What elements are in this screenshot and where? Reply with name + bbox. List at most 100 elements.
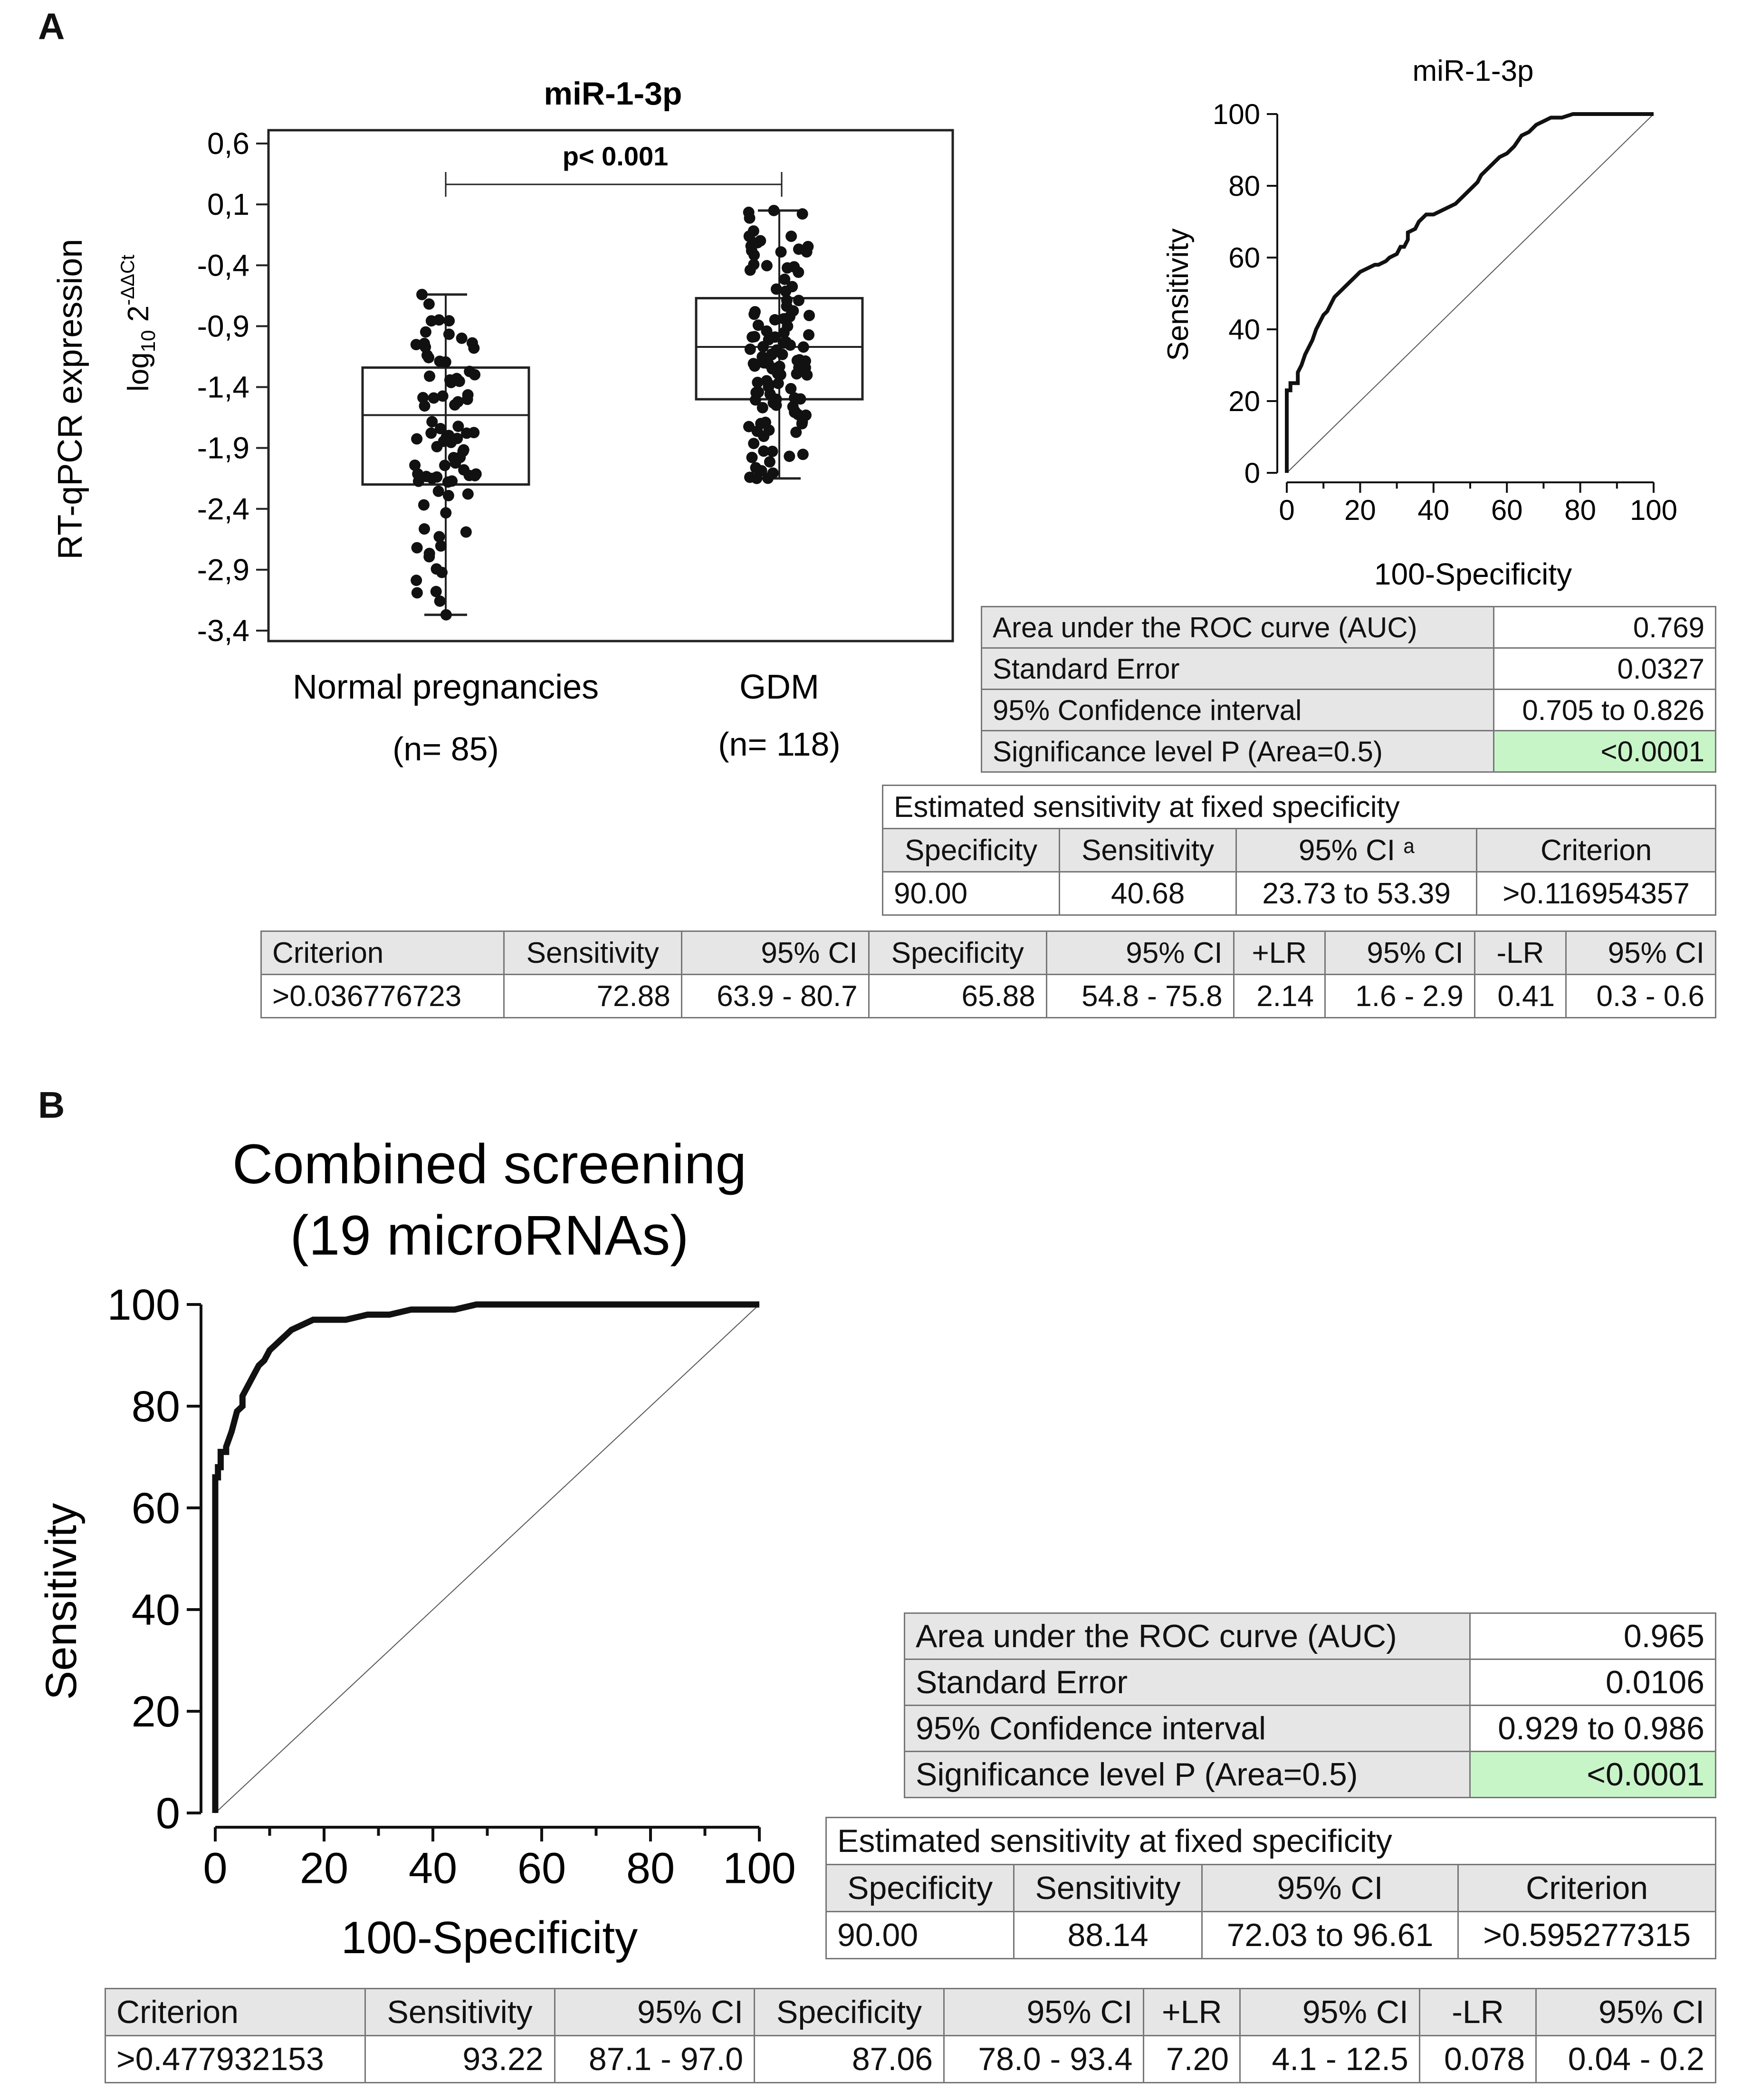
roc-b-xlabel: 100-Specificity: [341, 1912, 638, 1963]
box-point: [409, 460, 421, 471]
boxplot-chart: miR-1-3p RT-qPCR expression log10 2-ΔΔCt…: [51, 76, 954, 767]
crit-a-header-1: Sensitivity: [503, 930, 682, 975]
box-point: [440, 432, 452, 443]
crit-a-value-0: >0.036776723: [260, 974, 505, 1018]
table-row: 90.00 40.68 23.73 to 53.39 >0.116954357: [881, 871, 1716, 916]
crit-a-header-0: Criterion: [260, 930, 505, 975]
box-point: [421, 349, 433, 361]
table-row: 95% Confidence interval 0.929 to 0.986: [904, 1705, 1716, 1752]
auc-b-label-3: Significance level P (Area=0.5): [904, 1751, 1471, 1798]
box-point: [791, 355, 803, 366]
box-point: [456, 332, 468, 344]
box-point: [780, 285, 792, 297]
roc-xtick-label: 0: [203, 1844, 227, 1892]
box-point: [764, 456, 775, 468]
fixed-b-title: Estimated sensitivity at fixed specifici…: [825, 1817, 1716, 1865]
auc-a-value-1: 0.0327: [1493, 647, 1716, 690]
criterion-table-b: Criterion Sensitivity 95% CI Specificity…: [105, 1988, 1716, 2083]
roc-ytick-label: 40: [1228, 314, 1260, 345]
roc-ytick-label: 80: [132, 1382, 180, 1431]
roc-a-curve: [1285, 112, 1654, 473]
box-point: [452, 421, 464, 432]
box-point: [425, 427, 437, 439]
table-row: >0.477932153 93.22 87.1 - 97.0 87.06 78.…: [105, 2035, 1716, 2083]
box-point: [755, 418, 767, 430]
crit-b-value-5: 7.20: [1143, 2035, 1241, 2083]
fixed-a-value-0: 90.00: [881, 871, 1061, 916]
box-point: [437, 390, 449, 402]
box-point: [779, 273, 791, 285]
auc-a-label-2: 95% Confidence interval: [981, 689, 1494, 731]
boxplot-ytick-label: -1,4: [197, 370, 249, 404]
fixed-a-header-1: Sensitivity: [1059, 828, 1237, 873]
roc-xtick-label: 20: [300, 1844, 348, 1892]
boxplot-ytick-label: 0,1: [207, 187, 249, 221]
table-row: Standard Error 0.0327: [981, 647, 1716, 690]
box-point: [785, 230, 797, 242]
box-point: [466, 337, 478, 349]
crit-b-value-4: 78.0 - 93.4: [943, 2035, 1145, 2083]
fixed-spec-table-a: Estimated sensitivity at fixed specifici…: [881, 785, 1716, 916]
boxplot-ytick-label: -2,4: [197, 492, 249, 526]
crit-a-value-8: 0.3 - 0.6: [1565, 974, 1716, 1018]
roc-reference-line: [1286, 114, 1654, 473]
box-point: [785, 383, 797, 394]
crit-b-header-5: +LR: [1143, 1988, 1241, 2036]
roc-a-title: miR-1-3p: [1413, 55, 1534, 87]
crit-b-header-0: Criterion: [105, 1988, 366, 2036]
box-point: [797, 341, 809, 353]
box-point: [424, 370, 436, 382]
box-point: [763, 334, 775, 345]
fixed-a-value-2: 23.73 to 53.39: [1235, 871, 1478, 916]
roc-ytick-label: 100: [107, 1281, 181, 1329]
boxplot-ytick-label: -0,4: [197, 248, 249, 282]
boxplot-ytick-label: 0,6: [207, 126, 249, 161]
box-point: [750, 386, 762, 398]
crit-a-value-3: 65.88: [868, 974, 1047, 1018]
roc-ytick-label: 60: [132, 1484, 180, 1533]
box-point: [784, 451, 795, 462]
box-point: [748, 308, 760, 320]
boxplot-title: miR-1-3p: [544, 76, 682, 112]
box-point: [761, 260, 773, 272]
auc-b-label-0: Area under the ROC curve (AUC): [904, 1612, 1471, 1660]
box-point: [762, 472, 774, 484]
boxplot-ylabel-sub: log10 2-ΔΔCt: [117, 255, 159, 392]
box-point: [781, 295, 793, 307]
box-point: [430, 585, 442, 597]
roc-xtick-label: 40: [1417, 494, 1449, 526]
box-point: [743, 206, 755, 218]
box-point: [434, 422, 446, 434]
roc-reference-line: [215, 1304, 760, 1813]
crit-a-header-5: +LR: [1233, 930, 1326, 975]
box-point: [417, 392, 429, 403]
box-point: [434, 595, 446, 607]
crit-b-value-3: 87.06: [754, 2035, 945, 2083]
box-point: [423, 298, 435, 310]
box-point: [411, 575, 422, 586]
box-point: [793, 266, 804, 278]
auc-b-value-1: 0.0106: [1469, 1659, 1716, 1706]
roc-a-xlabel: 100-Specificity: [1374, 557, 1572, 591]
box-point: [411, 433, 423, 445]
fixed-b-header-0: Specificity: [825, 1864, 1015, 1912]
crit-b-header-4: 95% CI: [943, 1988, 1145, 2036]
roc-chart-b: Combined screening (19 microRNAs) Sensit…: [37, 1133, 796, 1963]
significance-label: p< 0.001: [563, 141, 669, 171]
auc-table-a: Area under the ROC curve (AUC) 0.769 Sta…: [981, 606, 1716, 773]
crit-a-header-2: 95% CI: [680, 930, 870, 975]
crit-b-header-7: -LR: [1418, 1988, 1537, 2036]
roc-b-ylabel: Sensitivity: [37, 1503, 86, 1700]
roc-a-ylabel: Sensitivity: [1162, 228, 1195, 361]
box-point: [432, 485, 444, 497]
box-point: [744, 264, 756, 276]
box-point: [748, 438, 760, 450]
roc-xtick-label: 80: [1564, 494, 1596, 526]
box-point: [803, 329, 815, 341]
fixed-b-header-1: Sensitivity: [1013, 1864, 1203, 1912]
boxplot-ytick-label: -3,4: [197, 614, 249, 648]
group-n-normal: (n= 85): [392, 730, 499, 767]
box-point: [799, 362, 811, 374]
roc-ytick-label: 60: [1228, 242, 1260, 274]
box-point: [428, 392, 440, 404]
